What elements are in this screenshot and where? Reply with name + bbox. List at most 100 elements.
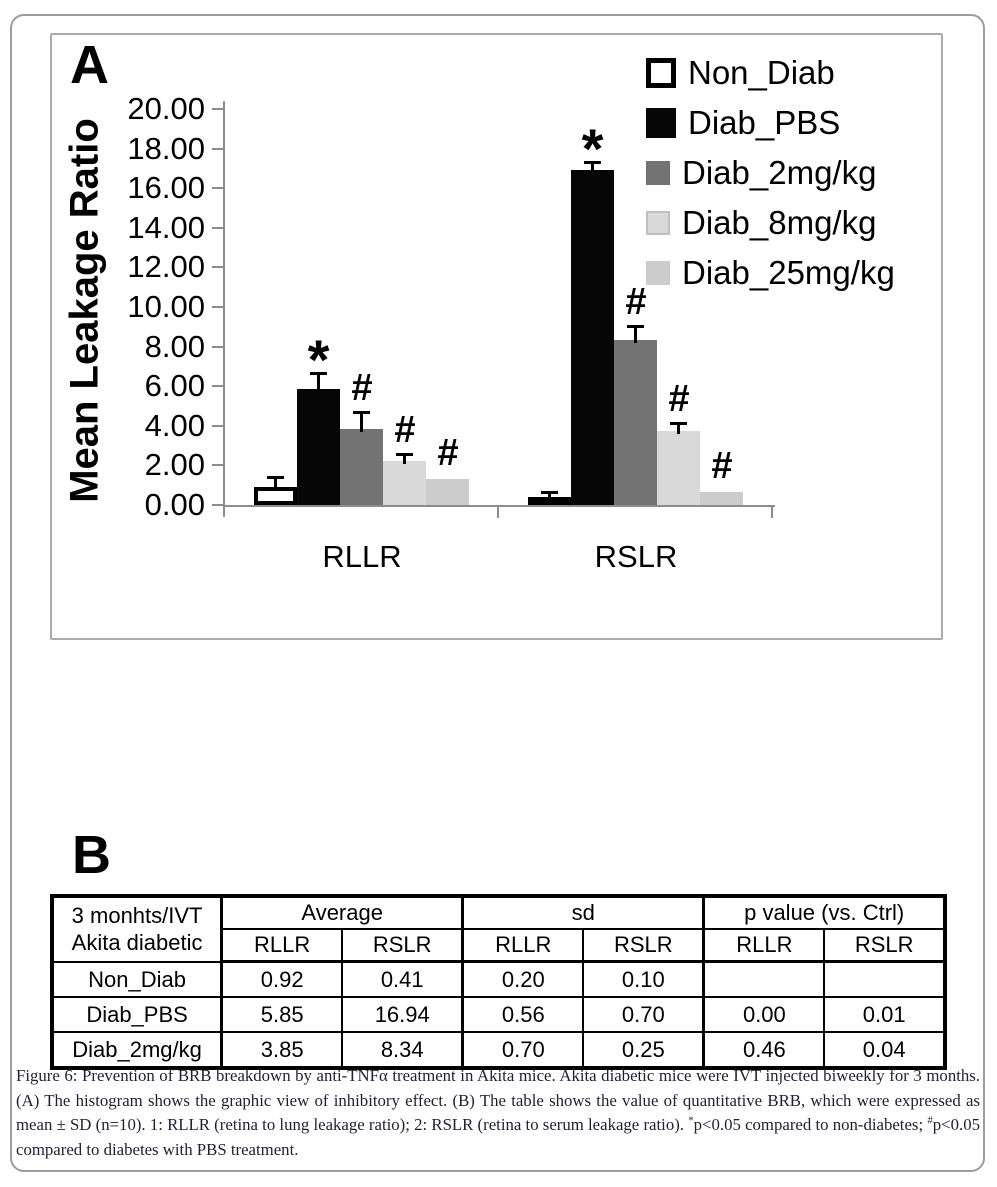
bar-slot: * [297, 109, 340, 505]
figure-caption: Figure 6: Prevention of BRB breakdown by… [16, 1064, 980, 1162]
table-cell: 0.41 [341, 960, 464, 998]
table-group-pvalue: p value (vs. Ctrl) [702, 895, 947, 930]
table-cell: 5.85 [220, 996, 344, 1033]
error-bar-stem [403, 455, 406, 465]
table-cell: 0.25 [582, 1031, 705, 1069]
y-tick-label: 18.00 [127, 130, 205, 166]
significance-hash: # [350, 366, 373, 409]
plot-area: 20.00 18.00 16.00 14.00 12.00 10.00 8.00 6.00 4.… [127, 91, 775, 574]
y-tick-mark [212, 266, 223, 269]
bar-Diab_25mg/kg [426, 479, 469, 505]
table-cell: 0.10 [582, 960, 705, 998]
significance-hash: # [667, 377, 690, 420]
bar-Diab_8mg/kg [383, 461, 426, 505]
bar-Diab_PBS [297, 389, 340, 505]
error-bar-cap [670, 421, 687, 425]
legend-swatch [646, 211, 670, 235]
legend-swatch [646, 261, 670, 285]
legend-item-Diab_8mg/kg: Diab_8mg/kg [646, 198, 895, 248]
error-bar-cap [353, 410, 370, 414]
legend-item-Diab_25mg/kg: Diab_25mg/kg [646, 248, 895, 298]
panel-b-table-wrap: 3 monhts/IVT Akita diabetic Average sd p… [50, 894, 947, 1070]
y-tick-mark [212, 424, 223, 427]
legend-item-Non_Diab: Non_Diab [646, 48, 895, 98]
table-cell: 0.04 [823, 1031, 946, 1069]
y-tick-label: 6.00 [144, 368, 205, 404]
error-bar-stem [274, 478, 277, 490]
caption-text: p<0.05 compared to diabetes with PBS tre… [16, 1115, 980, 1159]
table-row: Diab_PBS 5.85 16.94 0.56 0.70 0.00 0.01 [51, 996, 946, 1033]
x-axis-line [223, 505, 775, 507]
y-tick-mark [212, 345, 223, 348]
table-cell: 0.70 [582, 996, 705, 1033]
error-bar-stem [548, 493, 551, 500]
table-group-sd: sd [461, 895, 705, 930]
panel-a-label: A [70, 35, 109, 95]
bar-Diab_PBS [571, 169, 614, 505]
y-tick-label: 2.00 [144, 447, 205, 483]
legend-label: Diab_2mg/kg [682, 154, 877, 191]
x-axis-tick [497, 505, 499, 518]
row-label: Non_Diab [51, 960, 224, 998]
table-cell: 0.56 [461, 996, 585, 1033]
table-subheader-row: RLLR RSLR RLLR RSLR RLLR RSLR [52, 928, 946, 963]
y-tick-label: 20.00 [127, 91, 205, 126]
error-bar-stem [591, 163, 594, 173]
legend-label: Diab_8mg/kg [682, 204, 877, 241]
table-cell [823, 960, 946, 998]
brb-values-table: 3 monhts/IVT Akita diabetic Average sd p… [50, 894, 947, 1070]
caption-superscript: # [927, 1114, 933, 1127]
table-cell: 0.92 [220, 960, 344, 998]
caption-superscript: * [688, 1114, 694, 1127]
error-bar-cap [584, 160, 601, 164]
table-subheader: RLLR [461, 928, 585, 963]
legend-swatch [646, 58, 676, 88]
significance-hash: # [436, 432, 459, 475]
table-subheader: RSLR [341, 928, 464, 963]
bar-Diab_2mg/kg [340, 428, 383, 505]
legend-item-Diab_PBS: Diab_PBS [646, 98, 895, 148]
table-cell: 0.01 [823, 996, 946, 1033]
y-tick-mark [212, 464, 223, 467]
table-cell: 0.20 [461, 960, 585, 998]
error-bar-cap [627, 325, 644, 328]
significance-hash: # [710, 445, 733, 488]
caption-text: Figure 6: Prevention of BRB breakdown by… [16, 1066, 980, 1135]
table-corner-line1: 3 monhts/IVT [71, 902, 203, 928]
bar-slot: # [383, 109, 426, 505]
bar-group-RLLR: * # # # [254, 109, 469, 505]
bar-Diab_2mg/kg [614, 339, 657, 505]
y-tick-mark [212, 108, 223, 110]
y-tick-mark [212, 385, 223, 388]
bar-slot: # [426, 109, 469, 505]
error-bar-cap [310, 372, 327, 376]
table-group-header-row: 3 monhts/IVT Akita diabetic Average sd p… [51, 895, 947, 963]
table-cell: 0.00 [702, 996, 826, 1033]
legend-label: Diab_25mg/kg [682, 254, 895, 291]
legend-label: Non_Diab [688, 54, 835, 91]
bar-slot: * [571, 109, 614, 505]
panel-a-chart-box [50, 33, 943, 640]
table-group-average: Average [220, 895, 464, 930]
bar-slot: # [614, 109, 657, 505]
error-bar-cap [396, 452, 413, 456]
bar-Diab_8mg/kg [657, 430, 700, 505]
table-corner-cell: 3 monhts/IVT Akita diabetic [51, 895, 224, 963]
table-subheader: RLLR [702, 928, 826, 963]
table-body: Non_Diab 0.92 0.41 0.20 0.10 Diab_PBS 5.85 16.9… [51, 960, 946, 1069]
table-subheader: RLLR [220, 928, 344, 963]
table-corner-line2: Akita diabetic [71, 930, 203, 956]
y-tick-label: 10.00 [127, 289, 205, 324]
chart-legend: Non_Diab Diab_PBS Diab_2mg/kg Diab_8mg/kg Di… [646, 48, 895, 298]
legend-item-Diab_2mg/kg: Diab_2mg/kg [646, 148, 895, 198]
bar-group-RSLR: * # # # [528, 109, 743, 505]
significance-hash: # [393, 408, 416, 451]
table-cell [702, 960, 826, 998]
table-cell: 8.34 [341, 1031, 464, 1069]
panel-b-label: B [72, 825, 111, 885]
y-tick-mark [212, 187, 223, 190]
y-tick-mark [212, 147, 223, 150]
significance-star: * [581, 116, 604, 180]
table-cell: 0.46 [702, 1031, 826, 1069]
significance-star: * [307, 328, 330, 392]
